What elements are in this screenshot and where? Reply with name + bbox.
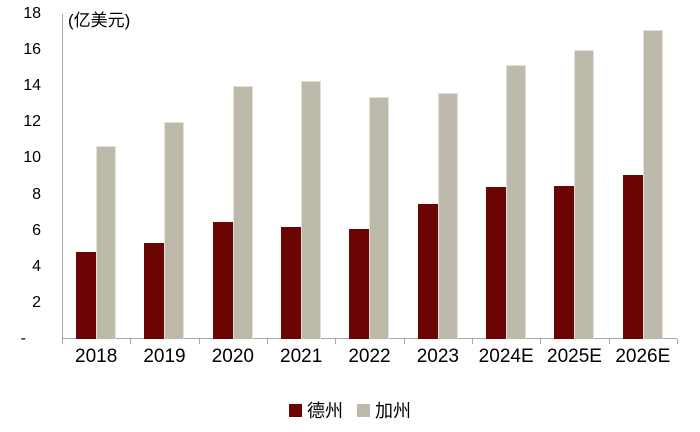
plot-area: 18 16 14 12 10 8 6 4 2 - bbox=[21, 6, 678, 347]
bar-group-2020 bbox=[199, 86, 267, 339]
bar-group-2022 bbox=[335, 97, 403, 339]
bar-加州-2020 bbox=[232, 86, 253, 339]
x-axis-tick bbox=[403, 339, 405, 344]
bar-加州-2019 bbox=[164, 122, 185, 339]
x-axis-tick bbox=[130, 339, 132, 344]
bar-group-2026E bbox=[609, 30, 677, 339]
bar-加州-2021 bbox=[301, 80, 322, 339]
bar-加州-2025E bbox=[574, 50, 595, 339]
bar-group-2019 bbox=[130, 122, 198, 339]
legend-label-texas: 德州 bbox=[307, 401, 343, 421]
bar-德州-2024E bbox=[486, 187, 507, 339]
bar-德州-2026E bbox=[622, 174, 643, 339]
x-tick-label-2022: 2022 bbox=[348, 346, 391, 367]
bar-group-2024E bbox=[472, 64, 540, 339]
bar-group-2021 bbox=[267, 80, 335, 339]
y-tick-label-2: 2 bbox=[32, 293, 41, 311]
legend: 德州 加州 bbox=[0, 397, 700, 423]
bar-德州-2023 bbox=[417, 203, 438, 339]
y-tick-label--: - bbox=[20, 330, 26, 347]
x-axis-tick bbox=[540, 339, 542, 344]
x-axis-tick bbox=[267, 339, 268, 344]
x-tick-label-2024E: 2024E bbox=[478, 346, 534, 367]
x-tick-label-2020: 2020 bbox=[211, 346, 254, 367]
bar-加州-2022 bbox=[369, 97, 390, 339]
bar-group-2023 bbox=[404, 93, 472, 339]
x-axis-tick bbox=[608, 339, 610, 344]
x-tick-label-2019: 2019 bbox=[143, 346, 186, 367]
bar-加州-2026E bbox=[642, 30, 663, 339]
y-tick-label-18: 18 bbox=[23, 5, 41, 22]
texas-color-swatch-icon bbox=[289, 403, 302, 417]
bar-德州-2018 bbox=[76, 252, 97, 339]
y-tick-label-12: 12 bbox=[23, 113, 41, 131]
bar-group-2025E bbox=[540, 50, 608, 339]
x-axis-tick bbox=[62, 339, 63, 344]
x-tick-label-2023: 2023 bbox=[416, 346, 459, 367]
y-tick-label-8: 8 bbox=[32, 185, 41, 203]
x-tick-label-2021: 2021 bbox=[280, 346, 323, 367]
x-tick-label-2018: 2018 bbox=[75, 346, 118, 367]
bar-加州-2023 bbox=[437, 93, 458, 339]
legend-item-texas: 德州 bbox=[289, 397, 343, 423]
y-tick-label-10: 10 bbox=[23, 149, 41, 167]
california-color-swatch-icon bbox=[357, 403, 370, 417]
y-tick-label-6: 6 bbox=[32, 221, 41, 239]
x-axis-tick bbox=[198, 339, 200, 344]
x-axis-tick bbox=[677, 339, 678, 344]
y-tick-label-14: 14 bbox=[23, 77, 41, 95]
y-axis-line bbox=[62, 14, 63, 339]
x-axis-tick bbox=[472, 339, 473, 344]
x-tick-label-2025E: 2025E bbox=[547, 346, 602, 367]
bar-加州-2024E bbox=[506, 64, 527, 339]
y-tick-label-16: 16 bbox=[23, 41, 41, 59]
bar-德州-2019 bbox=[144, 243, 165, 339]
bar-group-2018 bbox=[62, 145, 130, 339]
x-tick-label-2026E: 2026E bbox=[615, 346, 671, 367]
legend-item-california: 加州 bbox=[357, 397, 411, 423]
x-axis-tick bbox=[335, 339, 337, 344]
y-tick-label-4: 4 bbox=[32, 257, 41, 275]
bar-德州-2025E bbox=[554, 185, 575, 339]
y-axis-unit-label: (亿美元) bbox=[68, 11, 131, 30]
bar-德州-2020 bbox=[212, 221, 233, 339]
bar-加州-2018 bbox=[96, 145, 117, 339]
bar-德州-2022 bbox=[349, 228, 370, 339]
bar-德州-2021 bbox=[281, 227, 302, 339]
legend-label-california: 加州 bbox=[375, 401, 411, 421]
